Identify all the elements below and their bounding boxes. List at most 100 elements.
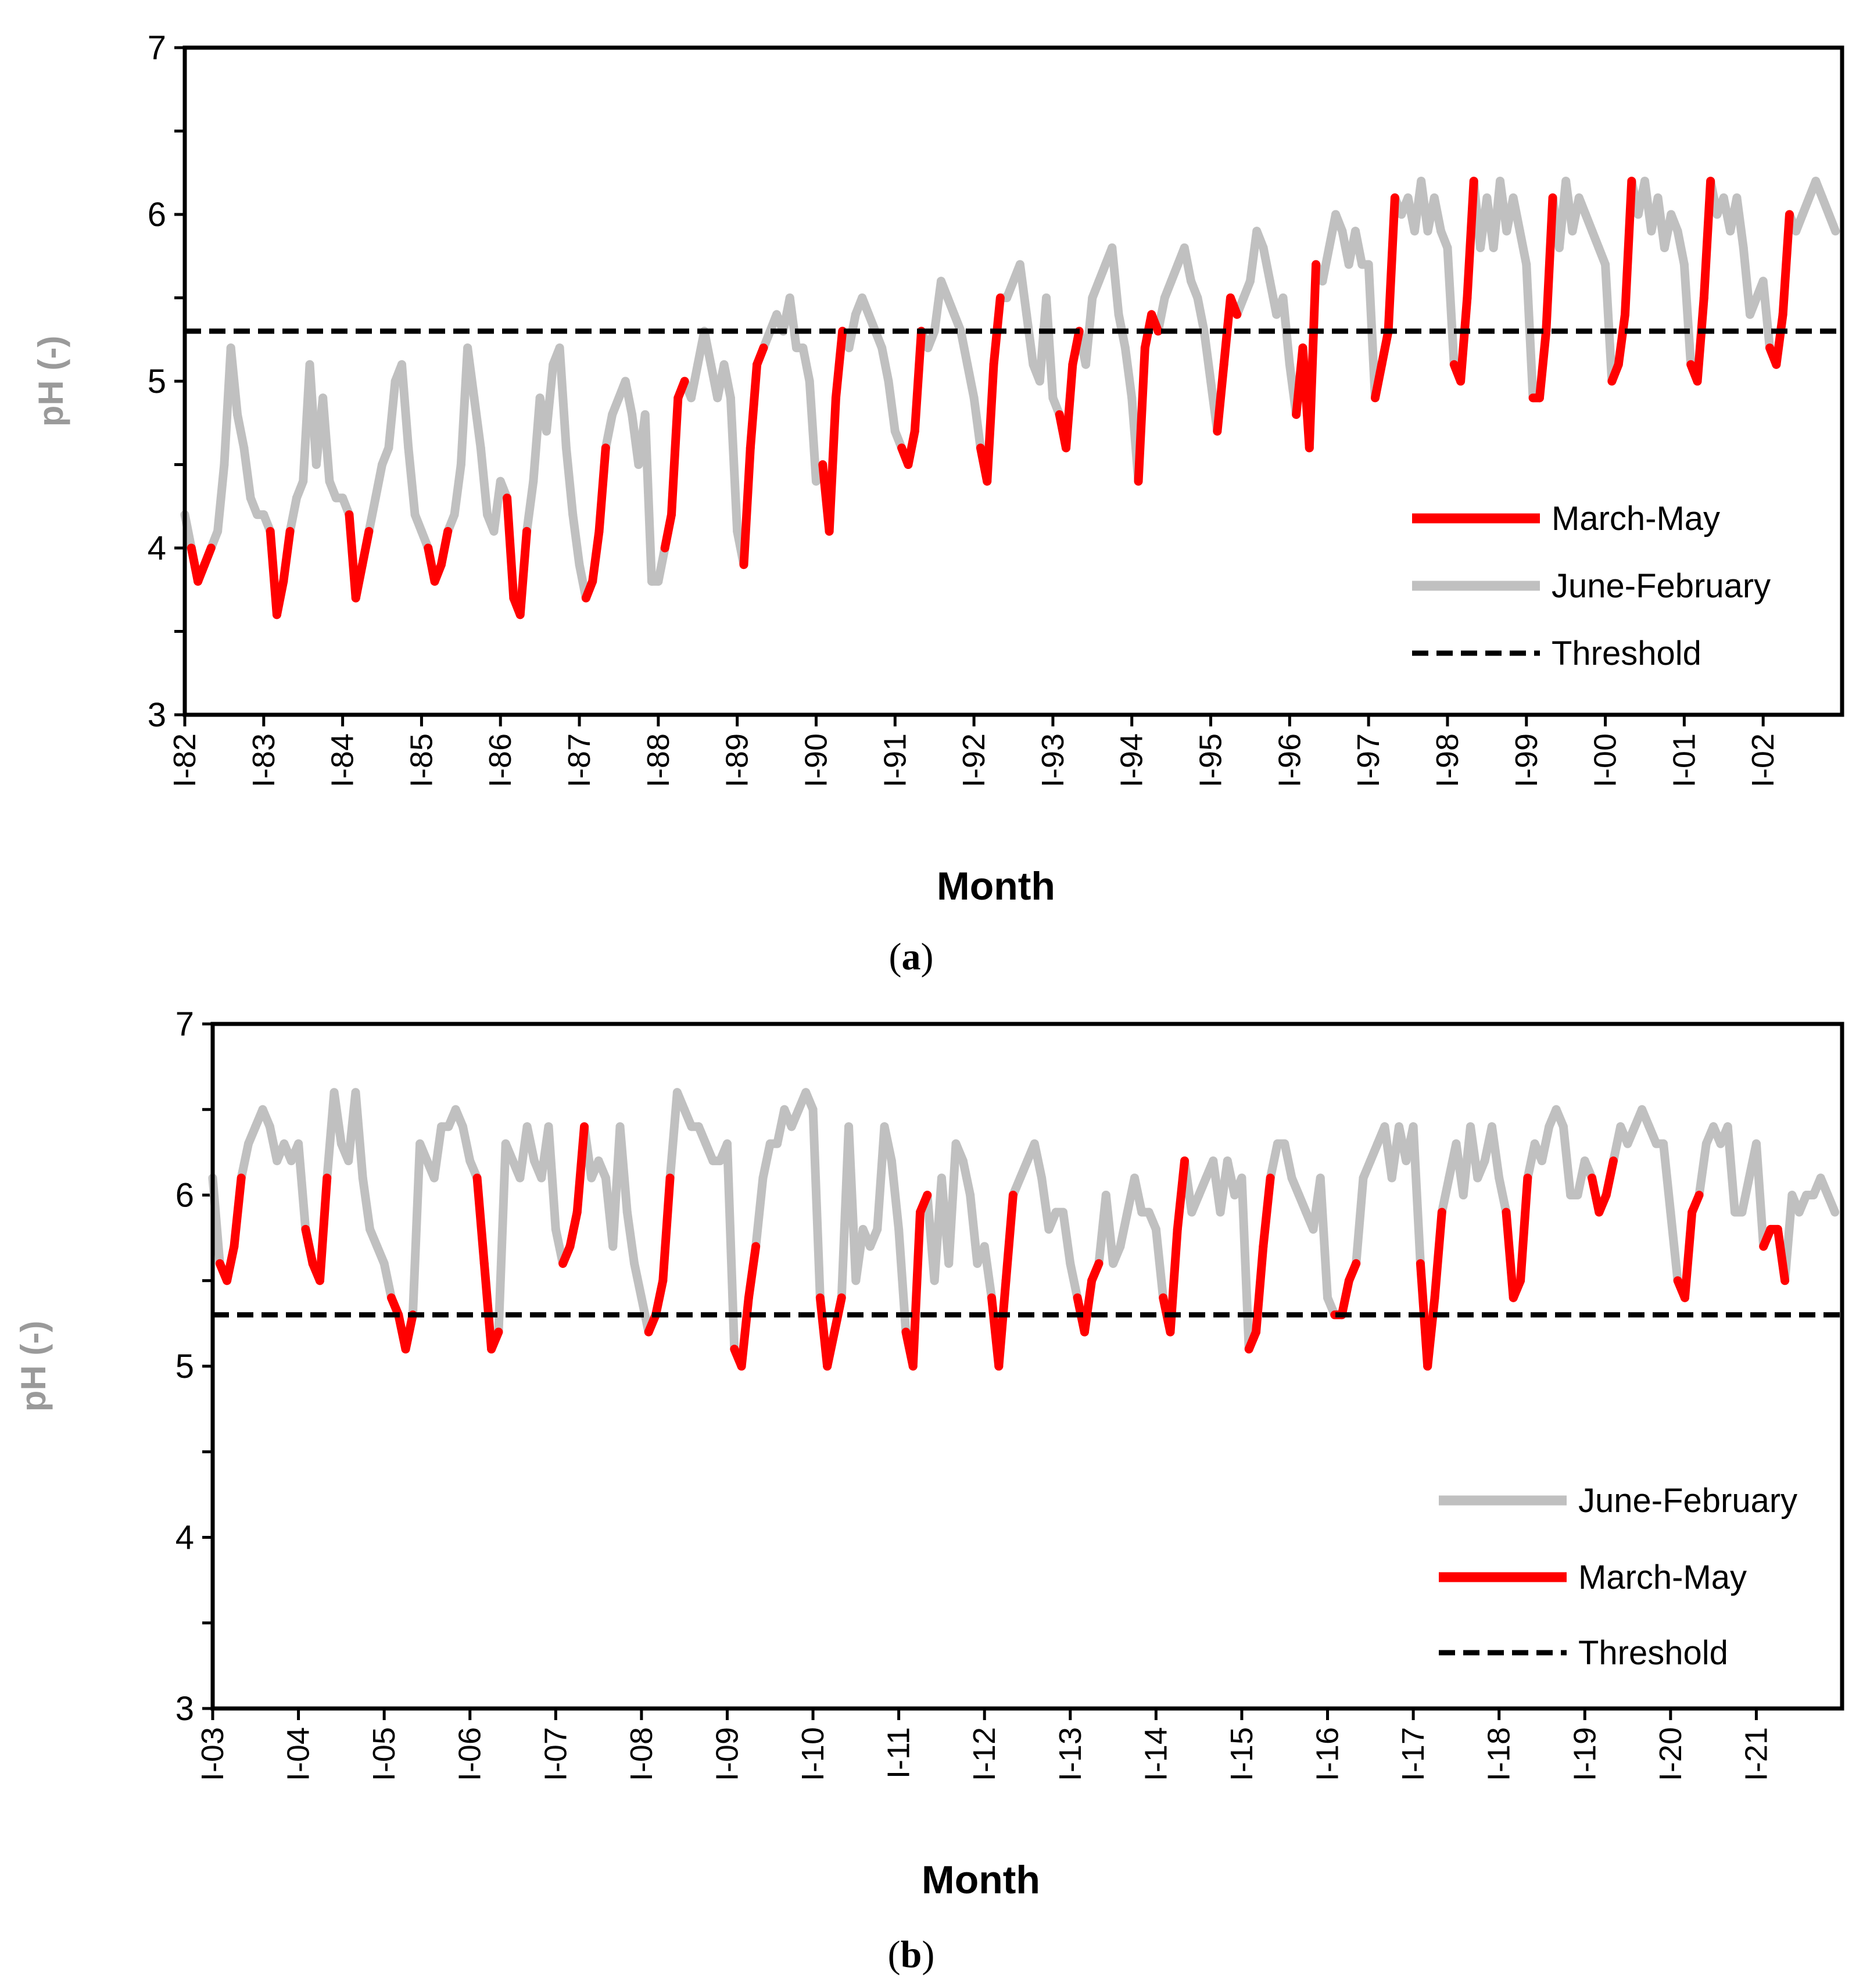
june-february-segment	[1437, 1173, 1454, 1217]
june-february-segment	[622, 1208, 639, 1268]
plot-area-frame	[210, 1022, 1844, 1711]
march-may-segment	[1502, 1208, 1518, 1302]
march-may-segment	[904, 427, 919, 469]
x-tick-label: I-83	[246, 733, 281, 787]
x-tick-label: I-21	[1739, 1727, 1774, 1781]
june-february-segment	[944, 1139, 961, 1268]
march-may-segment	[1259, 1173, 1275, 1251]
march-may-segment	[315, 1173, 332, 1285]
june-february-segment	[555, 343, 571, 453]
june-february-segment	[1443, 243, 1459, 369]
march-may-segment	[1463, 177, 1478, 302]
march-may-segment	[658, 1173, 675, 1285]
june-february-segment	[956, 327, 972, 369]
june-february-segment	[522, 477, 538, 536]
x-tick-label: I-19	[1567, 1727, 1602, 1781]
march-may-segment	[401, 1310, 417, 1354]
march-may-segment	[673, 377, 689, 403]
y-tick-label: 5	[148, 363, 166, 400]
june-february-segment	[397, 360, 413, 453]
june-february-segment	[1679, 260, 1696, 369]
x-tick-label: I-95	[1194, 733, 1228, 787]
march-may-segment	[1068, 327, 1084, 369]
march-may-segment	[753, 343, 768, 369]
x-tick-label: I-85	[404, 733, 439, 787]
x-tick-label: I-18	[1482, 1727, 1517, 1781]
june-february-segment	[1495, 1173, 1511, 1217]
march-may-segment	[272, 576, 288, 619]
june-february-segment	[1022, 310, 1038, 369]
june-february-segment	[966, 1191, 982, 1268]
june-february-segment	[1042, 293, 1058, 403]
march-may-segment	[279, 526, 295, 586]
march-may-segment	[1134, 343, 1149, 486]
june-february-segment	[1266, 1139, 1282, 1183]
x-tick-label: I-15	[1224, 1727, 1259, 1781]
june-february-segment	[463, 343, 479, 403]
x-tick-label: I-98	[1430, 733, 1465, 787]
june-february-segment	[1823, 1191, 1840, 1217]
march-may-segment	[503, 493, 518, 603]
march-may-segment	[1778, 210, 1794, 319]
x-tick-label: I-07	[538, 1727, 573, 1781]
x-tick-label: I-10	[796, 1727, 830, 1781]
march-may-segment	[1430, 1208, 1446, 1302]
march-may-segment	[1423, 1293, 1439, 1371]
june-february-segment	[1015, 260, 1031, 319]
march-may-segment	[1173, 1156, 1190, 1234]
chart-panel-a: 3 4 5 6 7 I-82 I-83 I-84 I-85 I-86 I-87 I-88 I-89 I-9…	[31, 29, 1844, 978]
june-february-segment	[1487, 1122, 1504, 1183]
june-february-segment	[379, 1259, 396, 1302]
x-tick-label: I-88	[641, 733, 676, 787]
x-tick-label: I-11	[882, 1727, 916, 1779]
y-tick-label: 3	[148, 696, 166, 734]
june-february-segment	[654, 543, 669, 586]
legend: June-February March-May Threshold	[1439, 1482, 1797, 1672]
june-february-segment	[1694, 1139, 1711, 1199]
x-tick-label: I-93	[1036, 733, 1070, 787]
march-may-segment	[565, 1208, 582, 1251]
caption-part: b	[901, 1933, 922, 1976]
y-axis-title: pH (-)	[14, 1321, 53, 1412]
june-february-segment	[1723, 1122, 1740, 1217]
june-february-segment	[1030, 1139, 1047, 1183]
june-february-segment	[1659, 1139, 1675, 1217]
march-may-segment	[1542, 193, 1557, 336]
june-february-segment	[1199, 327, 1216, 386]
june-february-segment	[798, 343, 814, 386]
x-tick-label: I-17	[1396, 1727, 1431, 1781]
june-february-segment	[1193, 293, 1209, 336]
x-tick-label: I-05	[367, 1727, 402, 1781]
march-may-segment	[351, 560, 367, 603]
june-february-segment	[542, 360, 558, 436]
x-tick-label: I-99	[1509, 733, 1544, 787]
june-february-segment	[700, 327, 715, 369]
june-february-segment	[364, 493, 380, 536]
june-february-segment	[1824, 210, 1840, 236]
june-february-segment	[1058, 1208, 1075, 1268]
march-may-segment	[223, 1242, 239, 1285]
june-february-segment	[404, 443, 420, 520]
march-may-segment	[1602, 1156, 1618, 1199]
june-february-segment	[1101, 1191, 1118, 1268]
x-axis-title: Month	[922, 1858, 1040, 1902]
march-may-segment	[1305, 260, 1321, 453]
x-tick-label: I-04	[281, 1727, 316, 1781]
march-may-segment	[1377, 327, 1393, 369]
march-may-segment	[1693, 293, 1708, 386]
march-may-segment	[1773, 1224, 1790, 1285]
x-tick-label: I-87	[562, 733, 597, 787]
june-february-segment	[1280, 1139, 1296, 1183]
june-february-segment	[1180, 243, 1196, 286]
march-may-segment	[1680, 1208, 1697, 1302]
legend-label: Threshold	[1578, 1634, 1728, 1672]
june-february-segment	[237, 1139, 253, 1183]
y-tick-label: 7	[148, 29, 166, 67]
june-february-segment	[844, 1122, 861, 1285]
june-february-segment	[880, 1122, 896, 1166]
march-may-segment	[667, 393, 683, 520]
march-may-segment	[825, 393, 840, 536]
march-may-segment	[916, 1191, 932, 1217]
march-may-segment	[200, 543, 216, 569]
x-tick-label: I-97	[1351, 733, 1386, 787]
